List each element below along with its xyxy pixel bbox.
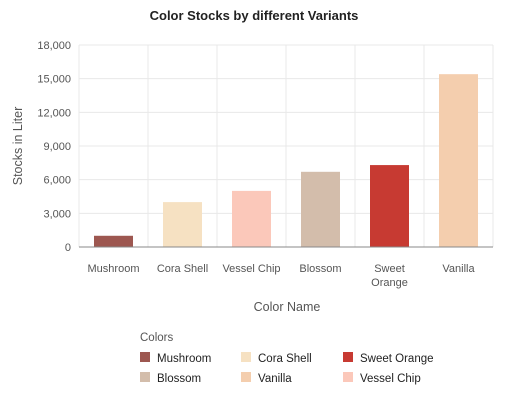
chart-title: Color Stocks by different Variants: [150, 8, 359, 23]
legend-item: Vanilla: [241, 372, 292, 385]
legend-swatch: [343, 352, 353, 362]
x-tick-label: Vanilla: [442, 263, 475, 275]
legend-title: Colors: [140, 332, 173, 344]
legend-label: Sweet Orange: [360, 353, 434, 365]
y-tick-label: 3,000: [43, 208, 71, 220]
x-tick-label: Vessel Chip: [222, 263, 280, 275]
legend-label: Blossom: [157, 373, 201, 385]
bar-cora-shell: [163, 202, 202, 247]
y-tick-labels: 0 3,000 6,000 9,000 12,000 15,000 18,000: [37, 40, 71, 254]
y-axis-label: Stocks in Liter: [11, 107, 25, 186]
bars: [94, 74, 478, 247]
legend-swatch: [241, 352, 251, 362]
y-tick-label: 15,000: [37, 74, 71, 86]
legend-item: Cora Shell: [241, 352, 312, 365]
legend-label: Vanilla: [258, 373, 292, 385]
legend-swatch: [343, 372, 353, 382]
legend-label: Vessel Chip: [360, 373, 421, 385]
bar-sweet-orange: [370, 165, 409, 247]
x-tick-label: Mushroom: [88, 263, 140, 275]
bar-vessel-chip: [232, 190, 271, 247]
legend-swatch: [241, 372, 251, 382]
legend-item: Vessel Chip: [343, 372, 421, 385]
x-tick-label: Blossom: [299, 263, 341, 275]
legend-label: Mushroom: [157, 353, 211, 365]
x-axis-label: Color Name: [254, 300, 321, 314]
legend-swatch: [140, 372, 150, 382]
legend: Colors Mushroom Cora Shell Sweet Orange Blo…: [140, 332, 434, 385]
y-tick-label: 12,000: [37, 107, 71, 119]
legend-item: Sweet Orange: [343, 352, 434, 365]
y-tick-label: 6,000: [43, 175, 71, 187]
bar-mushroom: [94, 235, 133, 247]
legend-item: Mushroom: [140, 352, 211, 365]
y-tick-label: 18,000: [37, 40, 71, 52]
x-tick-label: Cora Shell: [157, 263, 208, 275]
gridlines: [78, 44, 494, 247]
y-tick-label: 0: [65, 242, 71, 254]
legend-item: Blossom: [140, 372, 201, 385]
legend-label: Cora Shell: [258, 353, 312, 365]
x-tick-label: Sweet Orange: [371, 263, 408, 289]
bar-vanilla: [439, 74, 478, 247]
legend-swatch: [140, 352, 150, 362]
x-tick-labels: Mushroom Cora Shell Vessel Chip Blossom Swee…: [88, 263, 476, 289]
bar-blossom: [301, 171, 340, 247]
y-tick-label: 9,000: [43, 141, 71, 153]
